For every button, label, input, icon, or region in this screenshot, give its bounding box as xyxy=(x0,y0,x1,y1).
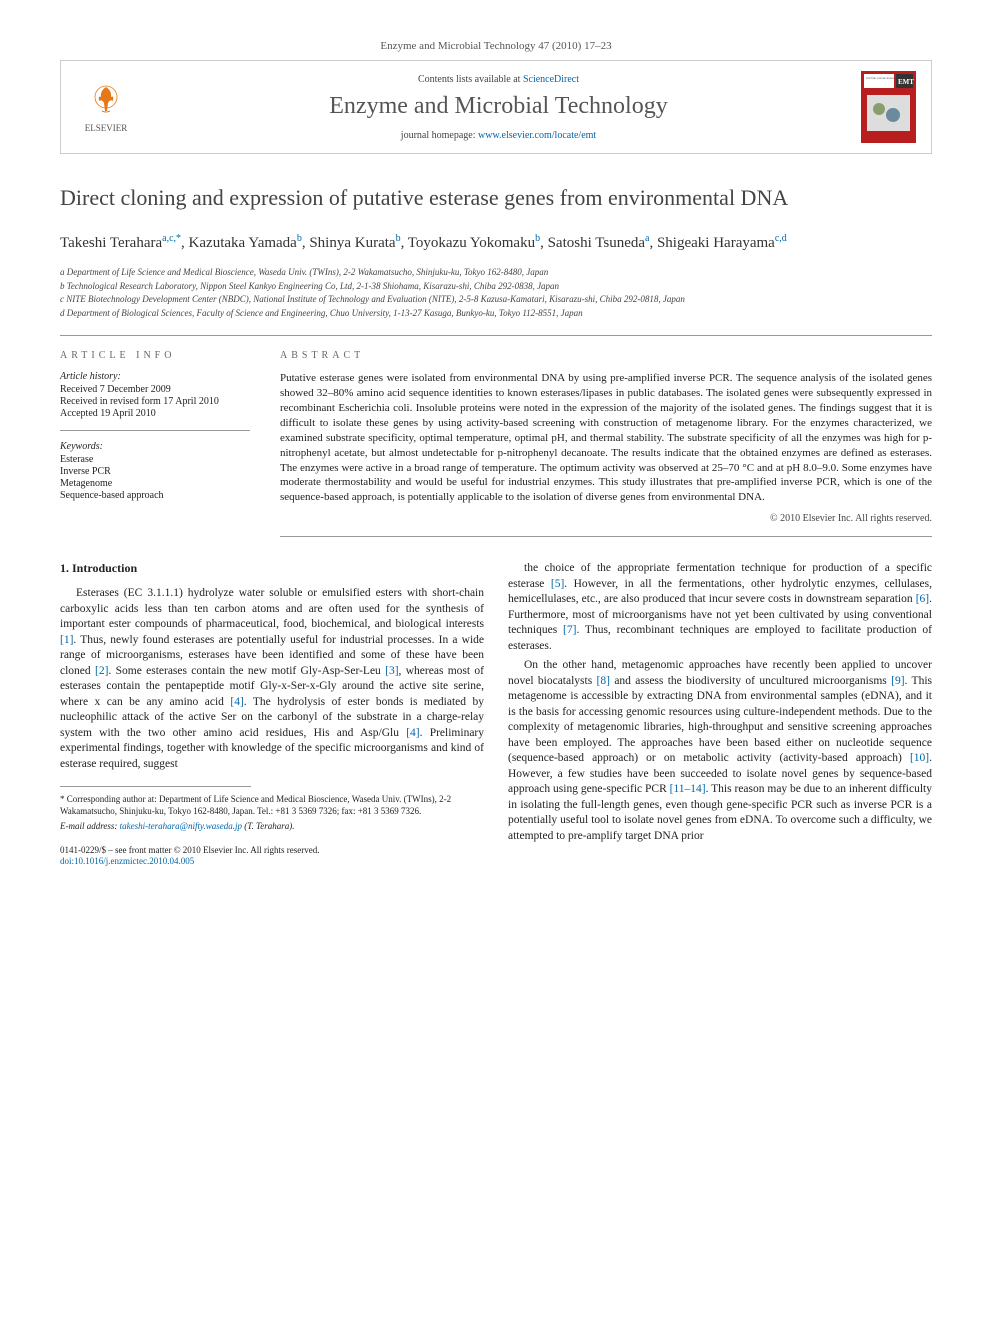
reference-citation[interactable]: [1] xyxy=(60,634,73,646)
body-paragraph: Esterases (EC 3.1.1.1) hydrolyze water s… xyxy=(60,586,484,772)
footnote-separator xyxy=(60,786,251,793)
abstract-copyright: © 2010 Elsevier Inc. All rights reserved… xyxy=(280,513,932,524)
abstract-column: ABSTRACT Putative esterase genes were is… xyxy=(280,350,932,537)
elsevier-wordmark: ELSEVIER xyxy=(85,123,128,133)
article-history-block: Article history: Received 7 December 200… xyxy=(60,371,250,431)
journal-banner: ELSEVIER Contents lists available at Sci… xyxy=(60,60,932,154)
journal-cover-thumbnail: ENZYME AND MICROBIAL TECHNOLOGY EMT xyxy=(861,71,916,143)
history-item: Received 7 December 2009 xyxy=(60,384,250,395)
elsevier-tree-icon xyxy=(86,81,126,121)
affiliation-item: d Department of Biological Sciences, Fac… xyxy=(60,307,932,320)
sciencedirect-link[interactable]: ScienceDirect xyxy=(523,74,579,85)
body-paragraph: the choice of the appropriate fermentati… xyxy=(508,561,932,654)
section-number: 1. xyxy=(60,561,69,575)
abstract-text: Putative esterase genes were isolated fr… xyxy=(280,371,932,505)
keyword-item: Sequence-based approach xyxy=(60,490,250,501)
keywords-block: Keywords: EsteraseInverse PCRMetagenomeS… xyxy=(60,441,250,501)
history-label: Article history: xyxy=(60,371,250,382)
cover-abbrev: EMT xyxy=(898,78,914,86)
section-title: Introduction xyxy=(72,561,137,575)
email-suffix: (T. Terahara). xyxy=(244,821,294,831)
contents-available-line: Contents lists available at ScienceDirec… xyxy=(136,74,861,85)
affiliation-item: a Department of Life Science and Medical… xyxy=(60,266,932,279)
info-abstract-section: ARTICLE INFO Article history: Received 7… xyxy=(60,335,932,537)
email-line: E-mail address: takeshi-terahara@nifty.w… xyxy=(60,821,484,831)
article-info-sidebar: ARTICLE INFO Article history: Received 7… xyxy=(60,350,250,537)
corresponding-email-link[interactable]: takeshi-terahara@nifty.waseda.jp xyxy=(120,821,242,831)
contents-prefix: Contents lists available at xyxy=(418,74,523,85)
keyword-item: Inverse PCR xyxy=(60,466,250,477)
keywords-label: Keywords: xyxy=(60,441,250,452)
journal-name: Enzyme and Microbial Technology xyxy=(136,93,861,120)
reference-citation[interactable]: [10] xyxy=(910,752,929,764)
doi-link[interactable]: doi:10.1016/j.enzmictec.2010.04.005 xyxy=(60,856,484,868)
body-col-right: the choice of the appropriate fermentati… xyxy=(508,561,932,868)
keyword-item: Metagenome xyxy=(60,478,250,489)
homepage-link[interactable]: www.elsevier.com/locate/emt xyxy=(478,130,596,141)
section-heading: 1. Introduction xyxy=(60,561,484,576)
homepage-prefix: journal homepage: xyxy=(401,130,478,141)
body-col-left: 1. Introduction Esterases (EC 3.1.1.1) h… xyxy=(60,561,484,868)
body-paragraph: On the other hand, metagenomic approache… xyxy=(508,658,932,844)
reference-citation[interactable]: [9] xyxy=(891,675,904,687)
reference-citation[interactable]: [3] xyxy=(385,665,398,677)
keyword-item: Esterase xyxy=(60,454,250,465)
author-list: Takeshi Teraharaa,c,*, Kazutaka Yamadab,… xyxy=(60,231,932,255)
abstract-heading: ABSTRACT xyxy=(280,350,932,361)
affiliations-list: a Department of Life Science and Medical… xyxy=(60,266,932,319)
elsevier-logo: ELSEVIER xyxy=(76,72,136,142)
reference-citation[interactable]: [7] xyxy=(563,624,576,636)
body-two-column: 1. Introduction Esterases (EC 3.1.1.1) h… xyxy=(60,561,932,868)
front-matter-line: 0141-0229/$ – see front matter © 2010 El… xyxy=(60,845,484,857)
reference-citation[interactable]: [6] xyxy=(916,593,929,605)
history-item: Received in revised form 17 April 2010 xyxy=(60,396,250,407)
email-label: E-mail address: xyxy=(60,821,117,831)
history-item: Accepted 19 April 2010 xyxy=(60,408,250,419)
journal-citation-header: Enzyme and Microbial Technology 47 (2010… xyxy=(60,40,932,52)
reference-citation[interactable]: [2] xyxy=(95,665,108,677)
article-info-heading: ARTICLE INFO xyxy=(60,350,250,361)
reference-citation[interactable]: [8] xyxy=(597,675,610,687)
reference-citation[interactable]: [11–14] xyxy=(670,783,706,795)
affiliation-item: b Technological Research Laboratory, Nip… xyxy=(60,280,932,293)
reference-citation[interactable]: [5] xyxy=(551,578,564,590)
reference-citation[interactable]: [4] xyxy=(406,727,419,739)
paper-title: Direct cloning and expression of putativ… xyxy=(60,184,932,213)
reference-citation[interactable]: [4] xyxy=(230,696,243,708)
corresponding-author-note: * Corresponding author at: Department of… xyxy=(60,793,484,817)
doi-block: 0141-0229/$ – see front matter © 2010 El… xyxy=(60,845,484,868)
homepage-line: journal homepage: www.elsevier.com/locat… xyxy=(136,130,861,141)
affiliation-item: c NITE Biotechnology Development Center … xyxy=(60,293,932,306)
banner-center: Contents lists available at ScienceDirec… xyxy=(136,74,861,141)
